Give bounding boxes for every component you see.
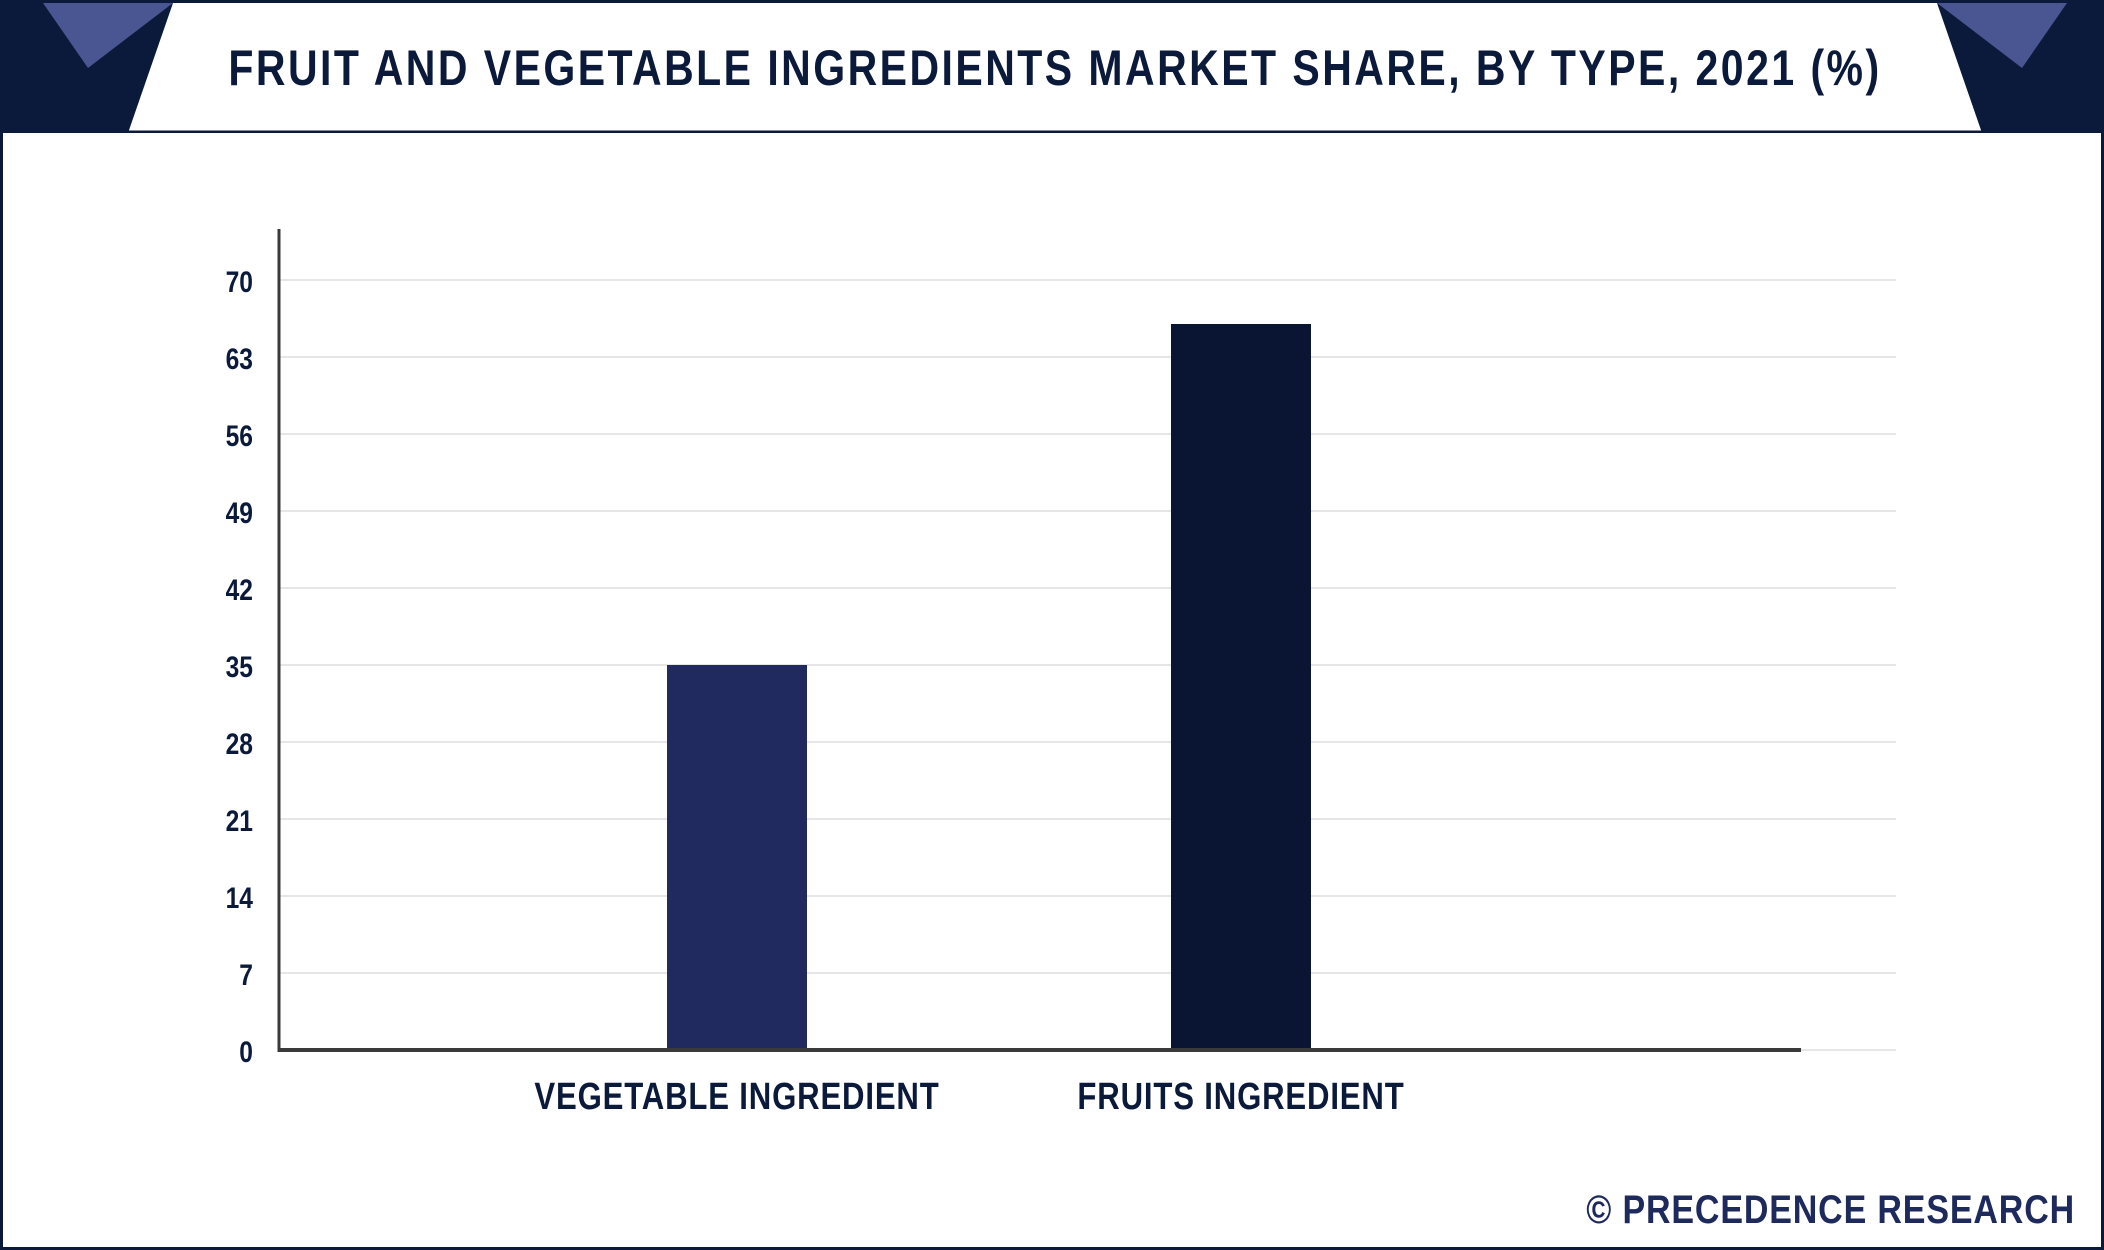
- header-left-accent: [43, 3, 173, 68]
- header-banner: FRUIT AND VEGETABLE INGREDIENTS MARKET S…: [3, 3, 2101, 133]
- axes: [277, 229, 1801, 1052]
- y-tick-label: 56: [226, 419, 253, 453]
- y-tick-label: 21: [226, 804, 253, 838]
- x-category-labels: VEGETABLE INGREDIENT FRUITS INGREDIENT: [534, 1076, 1404, 1118]
- y-tick-label: 14: [226, 881, 254, 915]
- bars: [667, 324, 1311, 1050]
- y-tick-label: 49: [226, 496, 253, 530]
- header-right-accent: [1937, 3, 2067, 68]
- bar-vegetable-ingredient: [667, 665, 807, 1050]
- y-tick-label: 42: [226, 573, 253, 607]
- chart-title: FRUIT AND VEGETABLE INGREDIENTS MARKET S…: [228, 40, 1882, 96]
- y-tick-label: 63: [226, 342, 253, 376]
- y-tick-label: 28: [226, 727, 253, 761]
- y-tick-labels: 0 7 14 21 28 35 42 49 56 63 70: [226, 265, 254, 1069]
- y-tick-label: 35: [226, 650, 253, 684]
- bar-fruits-ingredient: [1171, 324, 1311, 1050]
- header-decoration: [3, 3, 2101, 133]
- y-tick-label: 0: [239, 1035, 253, 1069]
- y-tick-label: 7: [239, 958, 253, 992]
- source-credit: © PRECEDENCE RESEARCH: [1586, 1188, 2075, 1232]
- bar-chart: 0 7 14 21 28 35 42 49 56 63 70 VEGETABLE INGREDIEN…: [226, 229, 1896, 1118]
- y-tick-label: 70: [226, 265, 253, 299]
- x-category-label: FRUITS INGREDIENT: [1077, 1076, 1404, 1118]
- grid-lines: [279, 279, 1896, 1051]
- x-category-label: VEGETABLE INGREDIENT: [534, 1076, 939, 1118]
- header-right-corner: [1937, 3, 2101, 133]
